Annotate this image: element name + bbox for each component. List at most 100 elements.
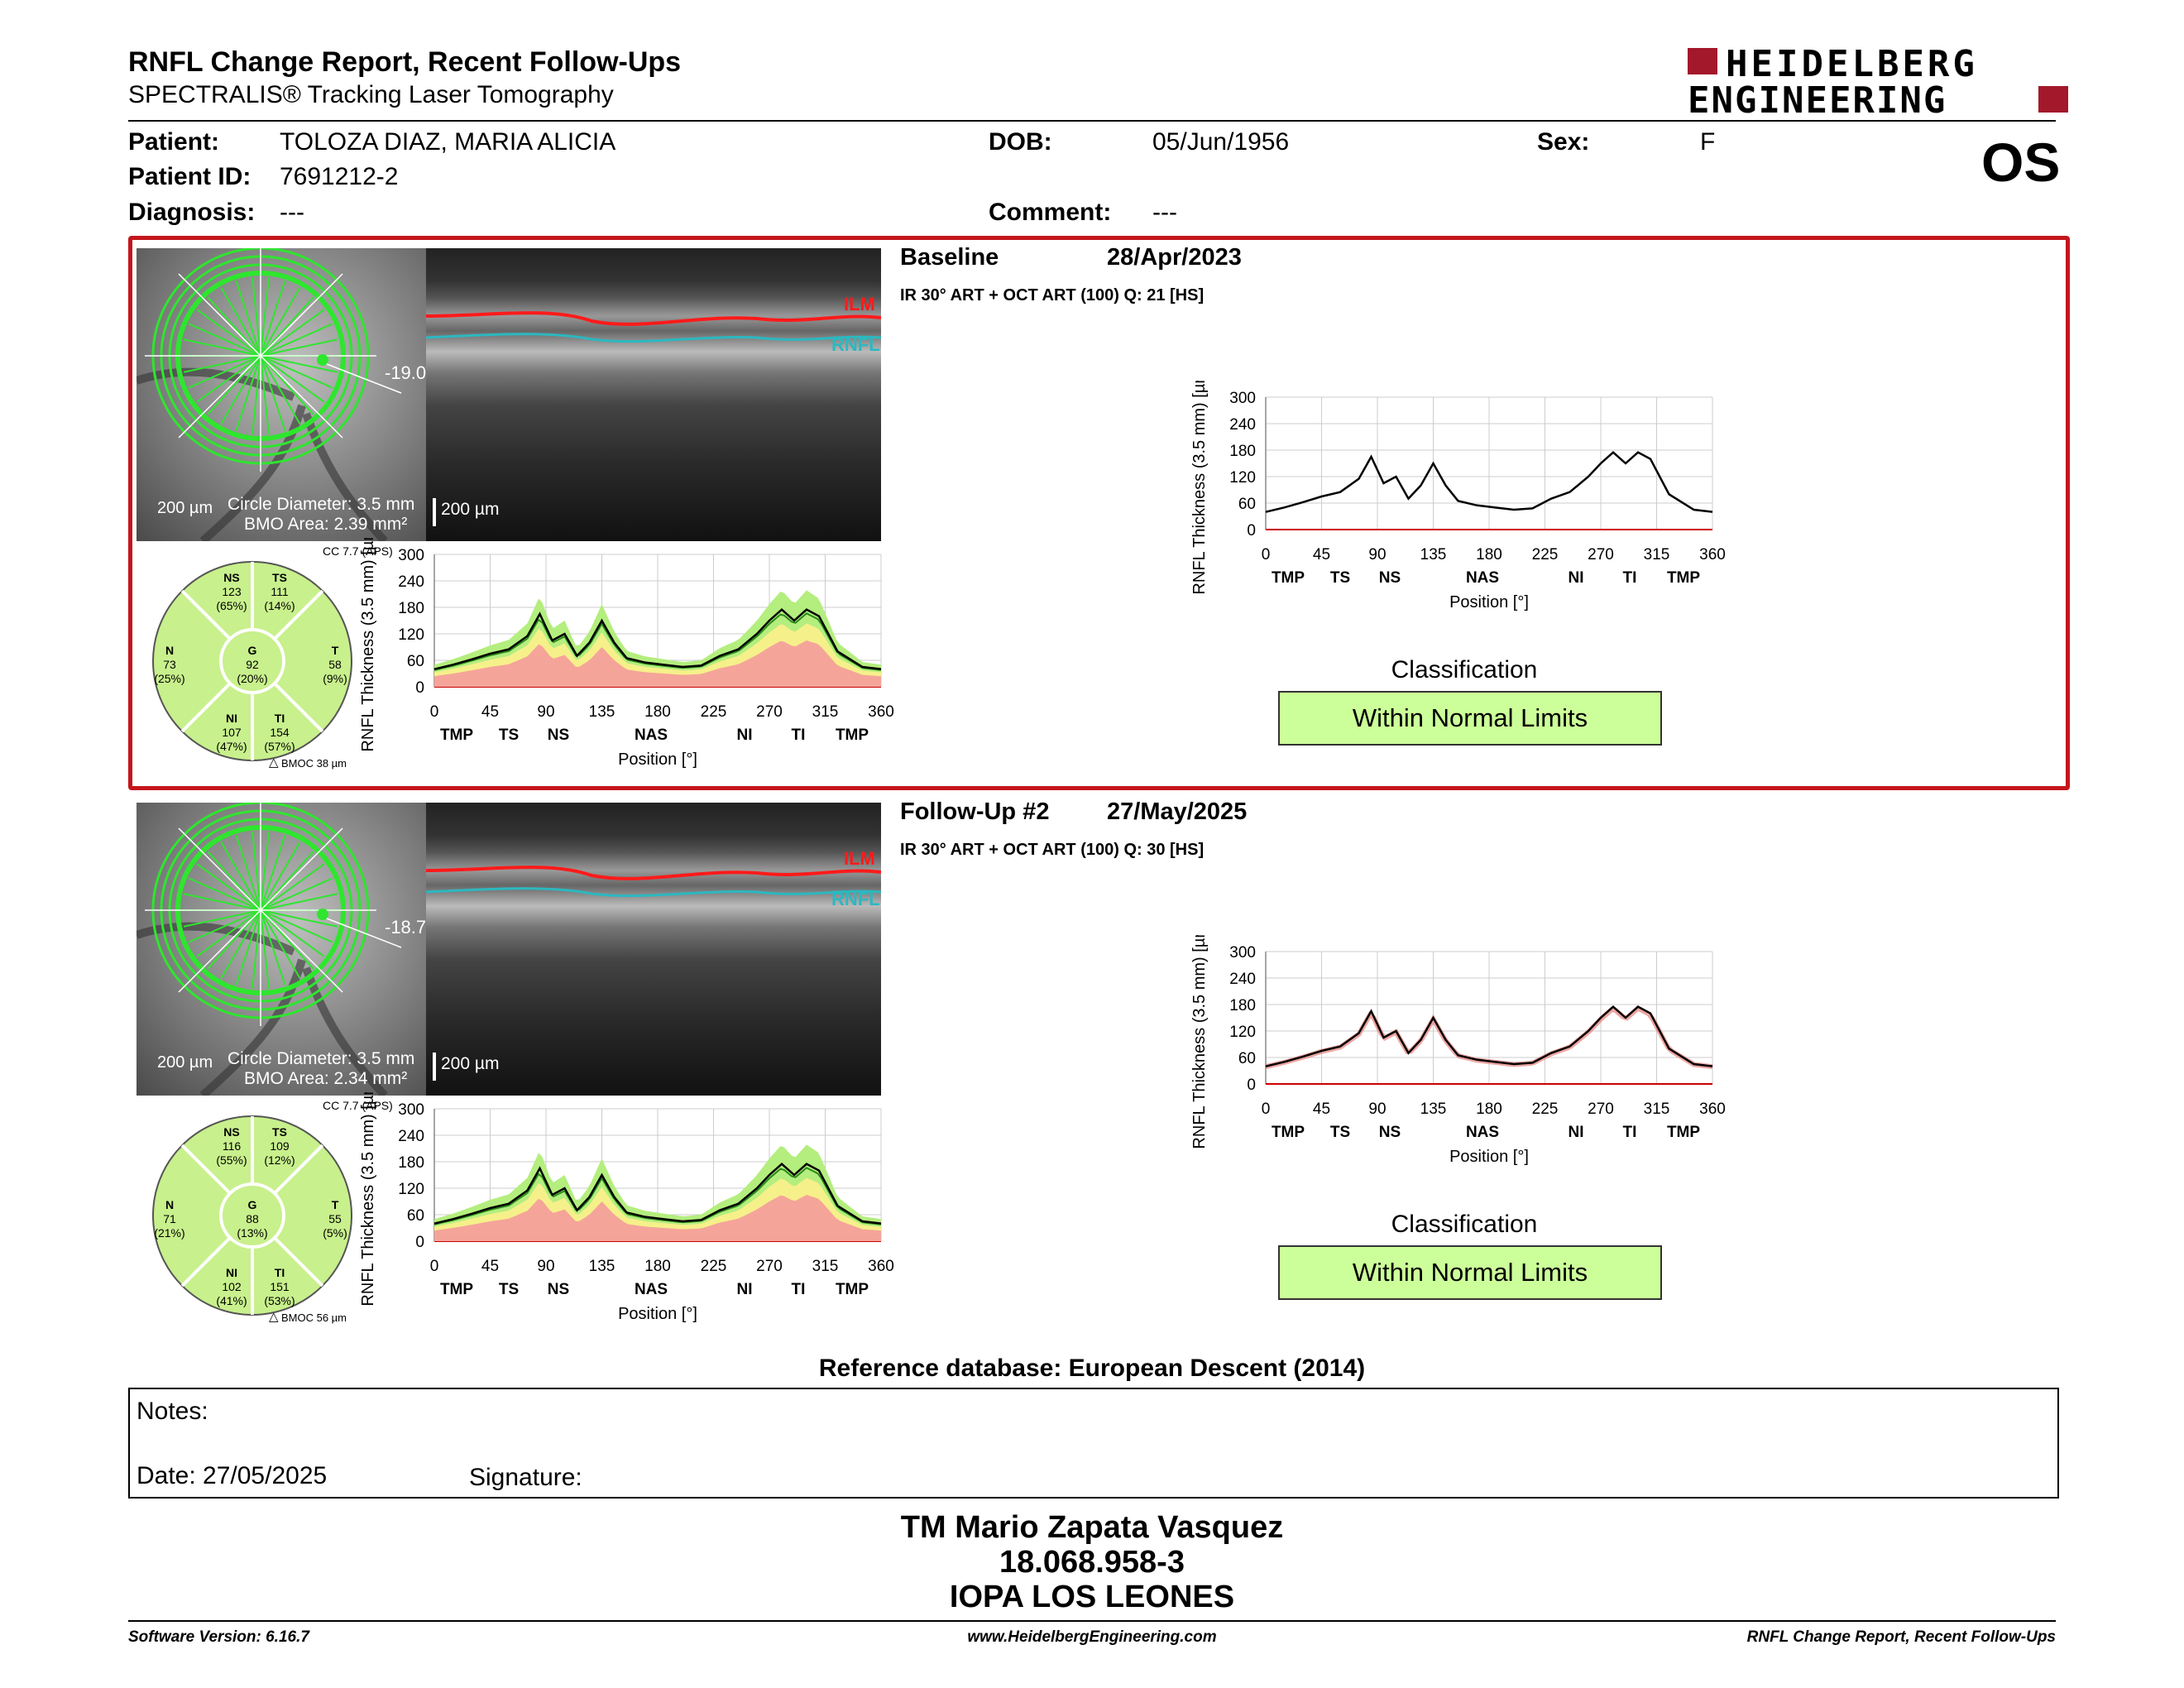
x-tick-label: 225 bbox=[1532, 1101, 1559, 1118]
notes-box[interactable]: Notes: Date: 27/05/2025 Signature: bbox=[128, 1388, 2059, 1499]
classification-title: Classification bbox=[1391, 656, 1538, 683]
sector-name: NI bbox=[226, 712, 237, 725]
sector-value: 123 bbox=[222, 585, 242, 598]
x-tick-label: 270 bbox=[756, 1258, 783, 1275]
classification-result: Within Normal Limits bbox=[1278, 1245, 1662, 1300]
oct-bscan-image: ILM RNFL 200 µm bbox=[426, 248, 881, 541]
notes-date: Date: 27/05/2025 bbox=[136, 1462, 328, 1489]
sector-g: G 88 (13%) bbox=[228, 1198, 277, 1240]
x-tick-label: 45 bbox=[481, 703, 499, 721]
sector-axis-label: NI bbox=[737, 1281, 753, 1298]
sector-name: T bbox=[331, 1198, 339, 1211]
sector-diagram: CC 7.7 (APS) NS 116 (55%) TS 109 (12%) N 71 (21%)… bbox=[149, 1099, 393, 1324]
sector-percent: (13%) bbox=[237, 1226, 268, 1240]
y-tick-label: 60 bbox=[407, 653, 424, 670]
sector-value: 73 bbox=[163, 658, 176, 671]
fundus-scale: 200 µm bbox=[157, 1053, 213, 1072]
sector-name: G bbox=[247, 1198, 257, 1211]
thickness-chart-change-profile-0: 0 60 120 180 240 300 0 45 90 135 180 225 270 315 360 TM… bbox=[1190, 381, 1726, 611]
sector-ts: TS 111 (14%) bbox=[255, 571, 304, 613]
x-tick-label: 225 bbox=[701, 1258, 727, 1275]
sector-axis-label: TI bbox=[1623, 569, 1637, 587]
report-subtitle: SPECTRALIS® Tracking Laser Tomography bbox=[128, 81, 614, 108]
x-tick-label: 180 bbox=[644, 703, 671, 721]
x-tick-label: 135 bbox=[1420, 546, 1447, 563]
sector-axis-label: TMP bbox=[440, 727, 473, 744]
x-tick-label: 90 bbox=[537, 1258, 554, 1275]
sector-n: N 71 (21%) bbox=[145, 1198, 194, 1240]
delta-icon: △ bbox=[269, 1310, 279, 1324]
sector-value: 151 bbox=[270, 1280, 290, 1293]
y-tick-label: 300 bbox=[398, 1101, 424, 1119]
y-tick-label: 120 bbox=[1229, 1024, 1256, 1041]
y-axis-label: RNFL Thickness (3.5 mm) [µm] bbox=[1190, 381, 1209, 595]
sector-value: 109 bbox=[270, 1139, 290, 1153]
sector-value: 111 bbox=[271, 585, 289, 598]
bmo-area: BMO Area: 2.39 mm² bbox=[244, 515, 408, 534]
eye-indicator: OS bbox=[1981, 132, 2061, 193]
y-tick-label: 120 bbox=[398, 626, 424, 644]
oct-scale: 200 µm bbox=[441, 1054, 500, 1073]
patient-id-label: Patient ID: bbox=[128, 163, 251, 190]
rnfl-label: RNFL bbox=[831, 334, 880, 355]
y-tick-label: 240 bbox=[1229, 416, 1256, 434]
sector-name: TS bbox=[272, 571, 287, 584]
sector-g: G 92 (20%) bbox=[228, 644, 277, 686]
x-tick-label: 45 bbox=[481, 1258, 499, 1275]
classification-title: Classification bbox=[1391, 1211, 1538, 1238]
outside-limits-band bbox=[434, 1195, 881, 1241]
report-title: RNFL Change Report, Recent Follow-Ups bbox=[128, 46, 682, 78]
y-tick-label: 0 bbox=[1247, 522, 1256, 539]
sector-name: TS bbox=[272, 1125, 287, 1139]
sector-value: 116 bbox=[222, 1139, 242, 1153]
x-tick-label: 90 bbox=[1368, 546, 1386, 563]
x-tick-label: 180 bbox=[1476, 1101, 1502, 1118]
reference-database: Reference database: European Descent (20… bbox=[818, 1355, 1366, 1382]
x-tick-label: 90 bbox=[537, 703, 554, 721]
x-tick-label: 90 bbox=[1368, 1101, 1386, 1118]
x-tick-label: 360 bbox=[1699, 546, 1726, 563]
sector-axis-label: NAS bbox=[635, 1281, 668, 1298]
website-link[interactable]: www.HeidelbergEngineering.com bbox=[967, 1628, 1217, 1646]
x-tick-label: 225 bbox=[701, 703, 727, 721]
sector-cc-label: CC 7.7 (APS) bbox=[323, 544, 393, 558]
sector-name: N bbox=[165, 1198, 175, 1211]
logo-text-line1: HEIDELBERG bbox=[1726, 43, 1978, 85]
sector-ti: TI 154 (57%) bbox=[255, 712, 304, 754]
x-tick-label: 180 bbox=[644, 1258, 671, 1275]
x-tick-label: 315 bbox=[1644, 546, 1670, 563]
y-tick-label: 300 bbox=[1229, 944, 1256, 961]
oct-scale: 200 µm bbox=[441, 500, 500, 519]
sector-axis-label: TMP bbox=[836, 1281, 869, 1298]
footer-report-name: RNFL Change Report, Recent Follow-Ups bbox=[1746, 1628, 2056, 1646]
patient-label: Patient: bbox=[128, 128, 220, 156]
sector-percent: (5%) bbox=[323, 1226, 347, 1240]
bmo-area: BMO Area: 2.34 mm² bbox=[244, 1069, 408, 1088]
sector-axis-label: NI bbox=[737, 727, 753, 744]
sector-value: 154 bbox=[270, 726, 290, 739]
x-tick-label: 135 bbox=[1420, 1101, 1447, 1118]
thickness-chart-change-profile-1: 0 60 120 180 240 300 0 45 90 135 180 225 270 315 360 TM… bbox=[1190, 935, 1726, 1166]
bmoc-label: BMOC 56 µm bbox=[281, 1312, 347, 1324]
x-tick-label: 270 bbox=[1588, 1101, 1614, 1118]
sector-percent: (20%) bbox=[237, 672, 268, 685]
x-tick-label: 0 bbox=[1262, 1101, 1271, 1118]
sector-axis-label: TMP bbox=[1272, 569, 1305, 587]
sector-axis-label: TS bbox=[1330, 569, 1350, 587]
sex-value: F bbox=[1700, 128, 1716, 156]
fundus-offset: -19.0 bbox=[385, 362, 426, 383]
x-tick-label: 0 bbox=[430, 1258, 439, 1275]
dob-value: 05/Jun/1956 bbox=[1152, 128, 1290, 156]
sector-ts: TS 109 (12%) bbox=[255, 1125, 304, 1168]
x-tick-label: 45 bbox=[1313, 546, 1330, 563]
sector-name: T bbox=[331, 644, 339, 657]
bmoc-label: BMOC 38 µm bbox=[281, 757, 347, 770]
sector-axis-label: TMP bbox=[1272, 1124, 1305, 1141]
x-tick-label: 45 bbox=[1313, 1101, 1330, 1118]
sector-t: T 55 (5%) bbox=[310, 1198, 360, 1240]
exam-follow-up: -18.7 200 µm Circle Diameter: 3.5 mm BMO Ar… bbox=[0, 794, 2184, 1340]
y-tick-label: 180 bbox=[1229, 443, 1256, 460]
outside-limits-band bbox=[434, 640, 881, 687]
x-tick-label: 180 bbox=[1476, 546, 1502, 563]
x-axis-label: Position [°] bbox=[1449, 593, 1529, 611]
